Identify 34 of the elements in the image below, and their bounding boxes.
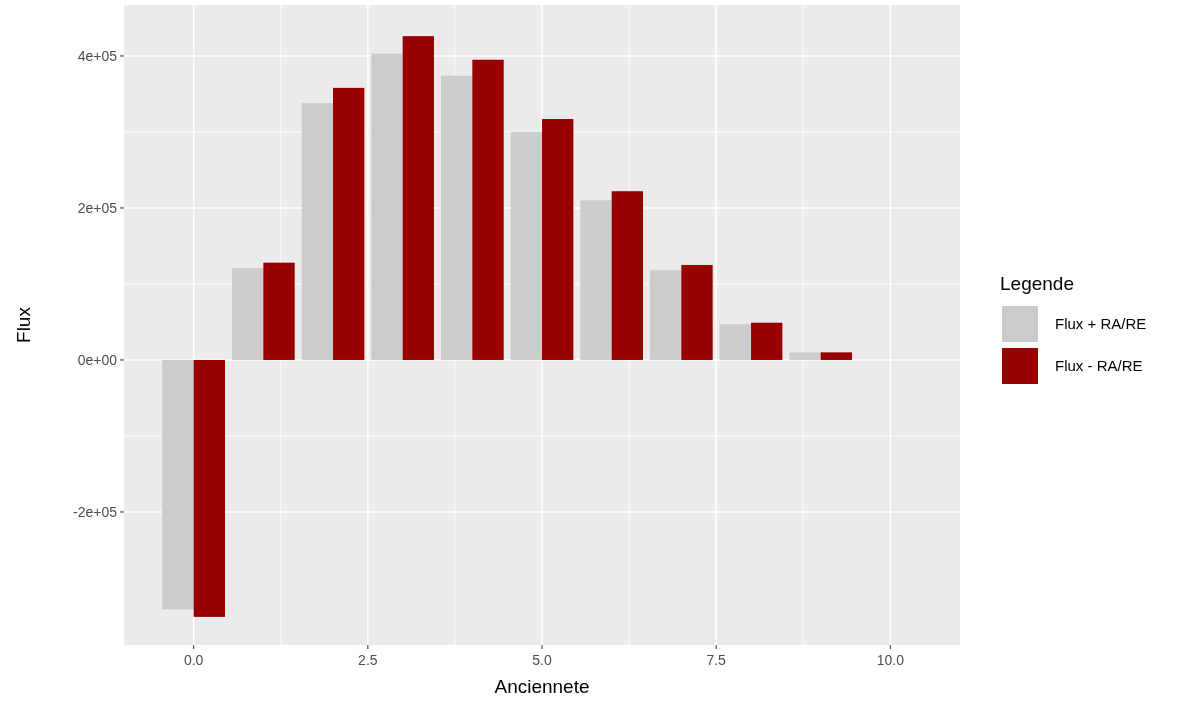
bar [162,359,194,610]
bar [301,103,333,360]
x-tick-label: 5.0 [532,652,552,668]
y-axis-title: Flux [13,306,34,343]
bar [789,352,821,360]
bar [611,191,644,360]
y-tick-label: -2e+05 [73,503,118,520]
x-tick-label: 7.5 [706,652,727,668]
legend-title: Legende [1000,273,1074,294]
bar [371,53,403,360]
y-tick-label: 2e+05 [77,199,118,216]
x-axis-title: Anciennete [494,676,590,697]
bar [719,324,751,360]
y-tick-label: 4e+05 [77,47,118,64]
y-tick-label: 0e+00 [77,351,118,368]
bar [580,200,612,360]
bar [472,59,504,360]
bar [231,267,264,360]
bar [681,264,713,360]
bar [751,322,783,360]
bar [510,131,542,360]
bar [263,262,295,360]
legend-label: Flux + RA/RE [1055,315,1147,332]
bar [333,87,365,360]
x-tick-label: 0.0 [183,652,204,668]
x-tick-label: 2.5 [358,652,378,668]
legend-label: Flux - RA/RE [1055,357,1143,374]
bar [542,119,574,360]
x-tick-label: 10.0 [876,652,905,668]
bar [402,36,435,360]
bar [193,359,226,617]
bar [649,270,682,360]
bar [820,352,853,360]
bar [440,75,473,360]
